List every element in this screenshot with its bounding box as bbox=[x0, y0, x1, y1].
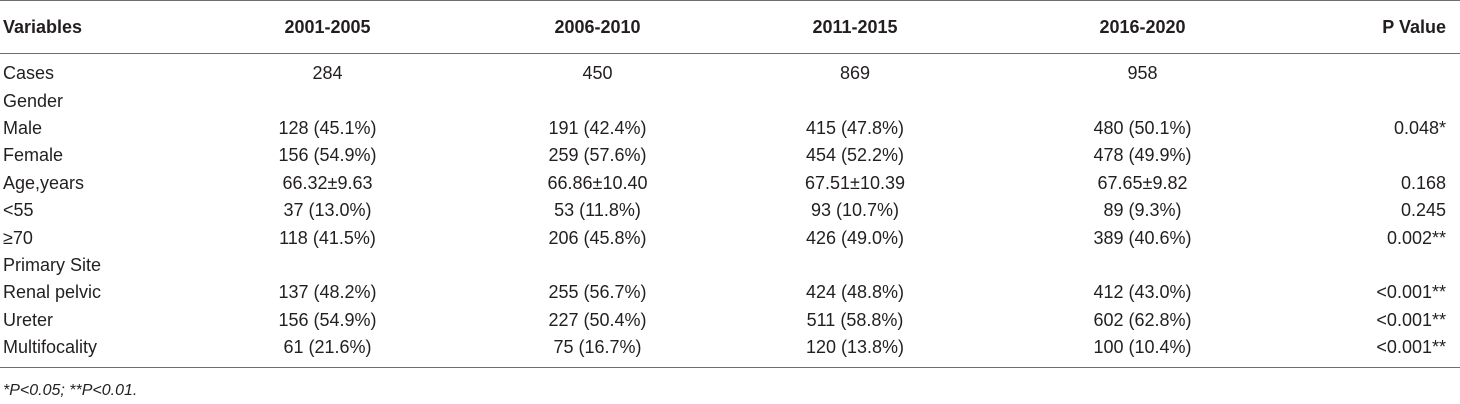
table-cell: 66.86±10.40 bbox=[547, 172, 648, 193]
p-value-cell: <0.001** bbox=[1376, 309, 1446, 330]
table-cell: 478 (49.9%) bbox=[1093, 145, 1192, 166]
row-label: Male bbox=[3, 117, 43, 138]
row-label: Female bbox=[3, 145, 64, 166]
table-cell: 284 bbox=[312, 63, 343, 84]
table-cell: 191 (42.4%) bbox=[548, 117, 647, 138]
table-cell: 480 (50.1%) bbox=[1093, 117, 1192, 138]
table-cell: 89 (9.3%) bbox=[1103, 200, 1182, 221]
table-body: Cases 284 450 869 958 Gender Male 128 (4… bbox=[0, 54, 1460, 369]
header-row: Variables 2001-2005 2006-2010 2011-2015 … bbox=[0, 0, 1460, 54]
p-value-cell: <0.001** bbox=[1376, 282, 1446, 303]
table-cell: 53 (11.8%) bbox=[554, 200, 641, 221]
table-cell bbox=[730, 252, 980, 279]
table-cell: 137 (48.2%) bbox=[278, 282, 377, 303]
table-cell: 424 (48.8%) bbox=[805, 282, 905, 303]
p-value-cell: 0.048* bbox=[1393, 117, 1446, 138]
table-cell: 120 (13.8%) bbox=[730, 333, 980, 369]
p-value-cell bbox=[1305, 54, 1460, 88]
p-value-cell: 0.002** bbox=[1386, 227, 1446, 248]
table-cell: 118 (41.5%) bbox=[279, 227, 376, 248]
table-cell: 511 (58.8%) bbox=[806, 309, 904, 330]
table-cell bbox=[730, 87, 980, 114]
table-cell: 958 bbox=[1127, 63, 1158, 84]
table-cell bbox=[465, 252, 730, 279]
table-cell: 869 bbox=[839, 63, 871, 84]
header-2016-2020: 2016-2020 bbox=[980, 0, 1305, 54]
table-cell: 389 (40.6%) bbox=[1093, 227, 1192, 248]
row-label: <55 bbox=[3, 200, 34, 221]
table-cell bbox=[980, 252, 1305, 279]
row-label: Primary Site bbox=[3, 254, 102, 275]
table-row: Multifocality 61 (21.6%) 75 (16.7%) 120 … bbox=[0, 333, 1460, 369]
p-value-cell: <0.001** bbox=[1305, 333, 1460, 369]
table-row: Ureter 156 (54.9%) 227 (50.4%) 511 (58.8… bbox=[0, 307, 1460, 334]
table-cell: 37 (13.0%) bbox=[283, 200, 372, 221]
table-cell: 412 (43.0%) bbox=[1093, 282, 1192, 303]
header-2011-2015: 2011-2015 bbox=[730, 0, 980, 54]
table-cell bbox=[190, 87, 465, 114]
table-cell bbox=[190, 252, 465, 279]
row-label: Ureter bbox=[3, 309, 54, 330]
header-2006-2010: 2006-2010 bbox=[465, 0, 730, 54]
table-cell: 602 (62.8%) bbox=[1093, 309, 1192, 330]
table-row: <55 37 (13.0%) 53 (11.8%) 93 (10.7%) 89 … bbox=[0, 197, 1460, 224]
table-row: Cases 284 450 869 958 bbox=[0, 54, 1460, 88]
table-row: Age,years 66.32±9.63 66.86±10.40 67.51±1… bbox=[0, 170, 1460, 197]
table-row: Gender bbox=[0, 87, 1460, 114]
table-row: ≥70 118 (41.5%) 206 (45.8%) 426 (49.0%) … bbox=[0, 224, 1460, 251]
table-cell: 415 (47.8%) bbox=[805, 117, 905, 138]
table-cell bbox=[980, 87, 1305, 114]
table-cell: 75 (16.7%) bbox=[465, 333, 730, 369]
table-row: Male 128 (45.1%) 191 (42.4%) 415 (47.8%)… bbox=[0, 115, 1460, 142]
header-p-value: P Value bbox=[1305, 0, 1460, 54]
table-row: Renal pelvic 137 (48.2%) 255 (56.7%) 424… bbox=[0, 279, 1460, 306]
table-cell: 61 (21.6%) bbox=[190, 333, 465, 369]
table-cell: 259 (57.6%) bbox=[548, 145, 647, 166]
row-label: Gender bbox=[3, 90, 64, 111]
table-cell: 93 (10.7%) bbox=[810, 200, 900, 221]
p-value-cell: 0.168 bbox=[1400, 172, 1446, 193]
table-cell: 156 (54.9%) bbox=[278, 309, 377, 330]
table-cell: 67.51±10.39 bbox=[805, 172, 905, 193]
table-cell bbox=[465, 87, 730, 114]
table-footnote: *P<0.05; **P<0.01. bbox=[3, 382, 138, 399]
table-cell: 67.65±9.82 bbox=[1097, 172, 1188, 193]
table-cell: 66.32±9.63 bbox=[282, 172, 373, 193]
row-label: Age,years bbox=[3, 172, 85, 193]
table-cell: 450 bbox=[582, 63, 613, 84]
table-row: Female 156 (54.9%) 259 (57.6%) 454 (52.2… bbox=[0, 142, 1460, 169]
table-cell: 100 (10.4%) bbox=[980, 333, 1305, 369]
table-cell: 206 (45.8%) bbox=[548, 227, 647, 248]
row-label: ≥70 bbox=[3, 227, 33, 248]
table-cell: 454 (52.2%) bbox=[805, 145, 905, 166]
table-cell: 128 (45.1%) bbox=[278, 117, 377, 138]
table-row: Primary Site bbox=[0, 252, 1460, 279]
p-value-cell bbox=[1305, 87, 1460, 114]
row-label: Multifocality bbox=[0, 333, 190, 369]
row-label: Cases bbox=[3, 63, 55, 84]
row-label: Renal pelvic bbox=[3, 282, 102, 303]
table-cell: 426 (49.0%) bbox=[805, 227, 905, 248]
table-cell: 227 (50.4%) bbox=[548, 309, 647, 330]
header-variables: Variables bbox=[0, 0, 190, 54]
table-cell: 255 (56.7%) bbox=[548, 282, 647, 303]
p-value-cell: 0.245 bbox=[1400, 200, 1446, 221]
p-value-cell bbox=[1305, 252, 1460, 279]
header-2001-2005: 2001-2005 bbox=[190, 0, 465, 54]
p-value-cell bbox=[1305, 142, 1460, 169]
table-cell: 156 (54.9%) bbox=[278, 145, 377, 166]
data-table: Variables 2001-2005 2006-2010 2011-2015 … bbox=[0, 0, 1460, 369]
